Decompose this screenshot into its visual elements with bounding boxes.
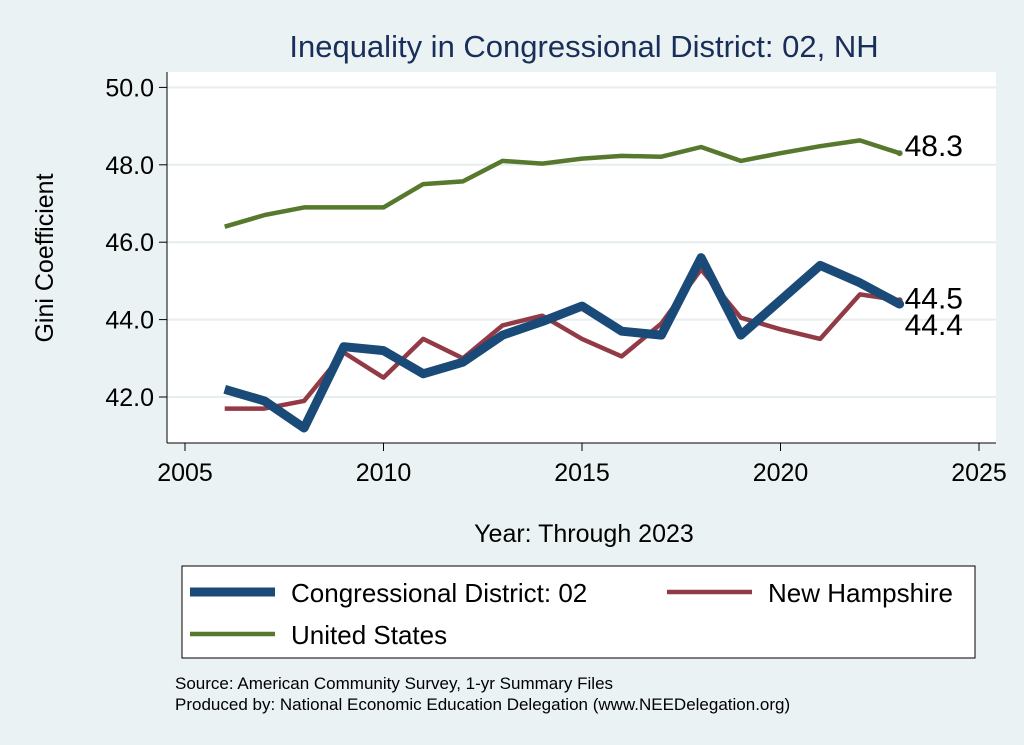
x-tick-label: 2015 xyxy=(554,459,610,487)
axes: 42.0 44.0 46.0 48.0 50.0 2005 2010 2015 2020 2025 xyxy=(105,72,1007,487)
series-line-united-states xyxy=(224,138,901,229)
series-end-marker-congressional-district-02 xyxy=(895,299,905,309)
legend-label-united-states: United States xyxy=(291,620,447,650)
y-tick-label: 48.0 xyxy=(105,152,154,180)
y-tick-label: 50.0 xyxy=(105,74,154,102)
y-tick-label: 46.0 xyxy=(105,229,154,257)
legend-label-new-hampshire: New Hampshire xyxy=(768,578,953,608)
y-axis-title: Gini Coefficient xyxy=(31,173,59,342)
x-tick-label: 2020 xyxy=(753,459,809,487)
produced-by-note: Produced by: National Economic Education… xyxy=(175,695,790,714)
legend-box xyxy=(181,565,976,659)
y-tick-label: 42.0 xyxy=(105,384,154,412)
legend: Congressional District: 02 New Hampshire U… xyxy=(181,565,976,659)
legend-label-congressional-district-02: Congressional District: 02 xyxy=(291,578,587,608)
y-tick-label: 44.0 xyxy=(105,307,154,335)
end-labels: 44.444.5 48.3 xyxy=(905,130,963,342)
series-line-congressional-district-02 xyxy=(223,253,902,433)
gridlines xyxy=(167,86,996,398)
x-tick-label: 2005 xyxy=(157,459,213,487)
source-note: Source: American Community Survey, 1-yr … xyxy=(175,674,613,693)
x-axis-title: Year: Through 2023 xyxy=(474,520,694,548)
series-end-marker-united-states xyxy=(896,150,903,157)
end-label-united-states: 48.3 xyxy=(905,130,963,163)
plot-background xyxy=(167,72,996,443)
chart-title: Inequality in Congressional District: 02… xyxy=(289,29,878,64)
end-label-congressional-district-02: 44.4 xyxy=(905,309,963,342)
x-tick-label: 2025 xyxy=(951,459,1007,487)
series-lines xyxy=(223,138,905,433)
x-tick-label: 2010 xyxy=(356,459,412,487)
end-label-new-hampshire: 44.5 xyxy=(905,282,963,315)
